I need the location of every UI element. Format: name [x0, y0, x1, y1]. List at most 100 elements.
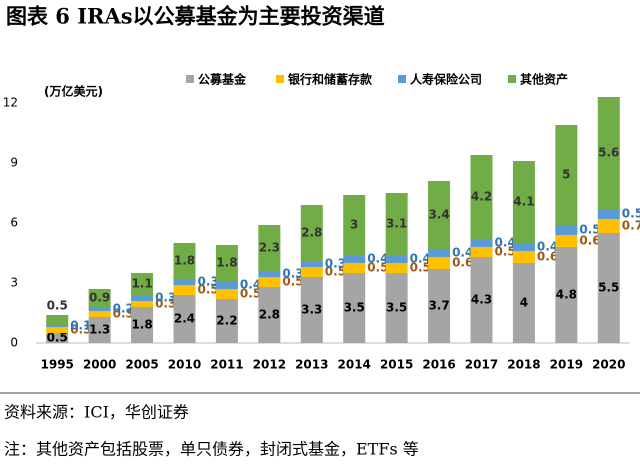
data-label: 0.5: [622, 207, 640, 221]
bar-segment: [300, 205, 323, 261]
bar-segment: [258, 271, 281, 277]
data-label: 0.9: [89, 291, 110, 305]
bar-segment: [300, 277, 323, 343]
data-label: 0.5: [325, 265, 346, 279]
bar-segment: [385, 255, 408, 263]
bar-segment: [46, 325, 69, 327]
data-label: 3.5: [386, 301, 407, 315]
data-label: 0.5: [198, 283, 219, 297]
bar-segment: [470, 155, 493, 239]
data-label: 2.8: [259, 308, 280, 322]
data-label: 3.1: [386, 217, 407, 231]
data-label: 2.8: [301, 226, 322, 240]
data-label: 5: [562, 168, 570, 182]
legend-label: 其他资产: [520, 72, 568, 87]
x-tick-label: 2012: [253, 358, 286, 372]
x-tick-label: 2016: [422, 358, 455, 372]
data-label: 0.5: [367, 261, 388, 275]
legend-swatch: [398, 75, 406, 83]
bar-segment: [428, 249, 451, 257]
bar-segment: [555, 247, 578, 343]
data-label: 0.5: [410, 261, 431, 275]
x-tick-label: 2014: [338, 358, 371, 372]
data-label: 3.7: [428, 299, 449, 313]
legend-label: 人寿保险公司: [410, 72, 482, 87]
data-label: 0.4: [410, 252, 431, 266]
data-label: 1.3: [89, 323, 110, 337]
y-tick-label: 9: [10, 156, 18, 170]
bar-segment: [173, 279, 196, 285]
data-label: 3.4: [428, 208, 449, 222]
data-label: 5.5: [598, 281, 619, 295]
bar-segment: [555, 235, 578, 247]
data-label: 0.5: [240, 287, 261, 301]
bar-segment: [597, 209, 620, 219]
bar-segment: [512, 161, 535, 243]
bar-segment: [470, 247, 493, 257]
data-label: 0.3: [198, 275, 219, 289]
data-label: 0.5: [495, 245, 516, 259]
data-label: 3.5: [344, 301, 365, 315]
bar-segment: [470, 257, 493, 343]
bar-segment: [470, 239, 493, 247]
bar-segment: [131, 295, 154, 301]
data-label: 3: [350, 218, 358, 232]
x-tick-label: 1995: [41, 358, 74, 372]
data-label: 0.4: [495, 236, 516, 250]
bar-segment: [258, 225, 281, 271]
bar-segment: [555, 125, 578, 225]
bar-segment: [512, 243, 535, 251]
bar-segment: [46, 327, 69, 333]
data-label: 0.4: [537, 240, 558, 254]
bar-segment: [258, 277, 281, 287]
bar-segment: [343, 195, 366, 255]
bar-segment: [173, 243, 196, 279]
data-label: 4: [520, 296, 528, 310]
bar-segment: [512, 251, 535, 263]
bar-segment: [385, 263, 408, 273]
bar-segment: [46, 315, 69, 325]
y-tick-label: 12: [3, 96, 18, 110]
data-label: 0.5: [47, 299, 68, 313]
data-label: 4.1: [513, 195, 534, 209]
data-label: 2.2: [216, 314, 237, 328]
bar-segment: [131, 307, 154, 343]
data-label: 0.3: [325, 257, 346, 271]
x-tick-label: 2005: [125, 358, 158, 372]
source: 资料来源：ICI，华创证券: [4, 403, 189, 422]
bar-segment: [597, 233, 620, 343]
bar-segment: [173, 295, 196, 343]
y-tick-label: 0: [10, 336, 18, 350]
bar-segment: [428, 181, 451, 249]
data-label: 5.6: [598, 146, 619, 160]
data-label: 0.3: [113, 307, 134, 321]
bar-segment: [88, 317, 111, 343]
data-label: 4.8: [556, 288, 577, 302]
legend-label: 银行和储蓄存款: [288, 72, 373, 87]
bar-segment: [173, 285, 196, 295]
bar-segment: [385, 273, 408, 343]
data-label: 1.8: [216, 256, 237, 270]
bar-segment: [343, 273, 366, 343]
data-label: 0.5: [579, 223, 600, 237]
x-tick-label: 2020: [592, 358, 625, 372]
legend-label: 公募基金: [198, 72, 247, 87]
bar-segment: [88, 289, 111, 307]
data-label: 4.2: [471, 190, 492, 204]
data-label: 0.3: [155, 291, 176, 305]
data-label: 0.6: [537, 250, 558, 264]
x-tick-label: 2011: [210, 358, 243, 372]
note: 注：其他资产包括股票，单只债券，封闭式基金，ETFs 等: [4, 440, 419, 459]
data-label: 0.6: [579, 234, 600, 248]
bar-segment: [300, 267, 323, 277]
y-tick-label: 6: [10, 216, 18, 230]
bar-segment: [88, 307, 111, 311]
x-tick-label: 2000: [83, 358, 116, 372]
data-label: 0.4: [452, 246, 473, 260]
x-tick-label: 2017: [465, 358, 498, 372]
data-label: 1.8: [174, 254, 195, 268]
data-label: 0.6: [452, 256, 473, 270]
data-label: 0.5: [282, 275, 303, 289]
bar-segment: [215, 299, 238, 343]
